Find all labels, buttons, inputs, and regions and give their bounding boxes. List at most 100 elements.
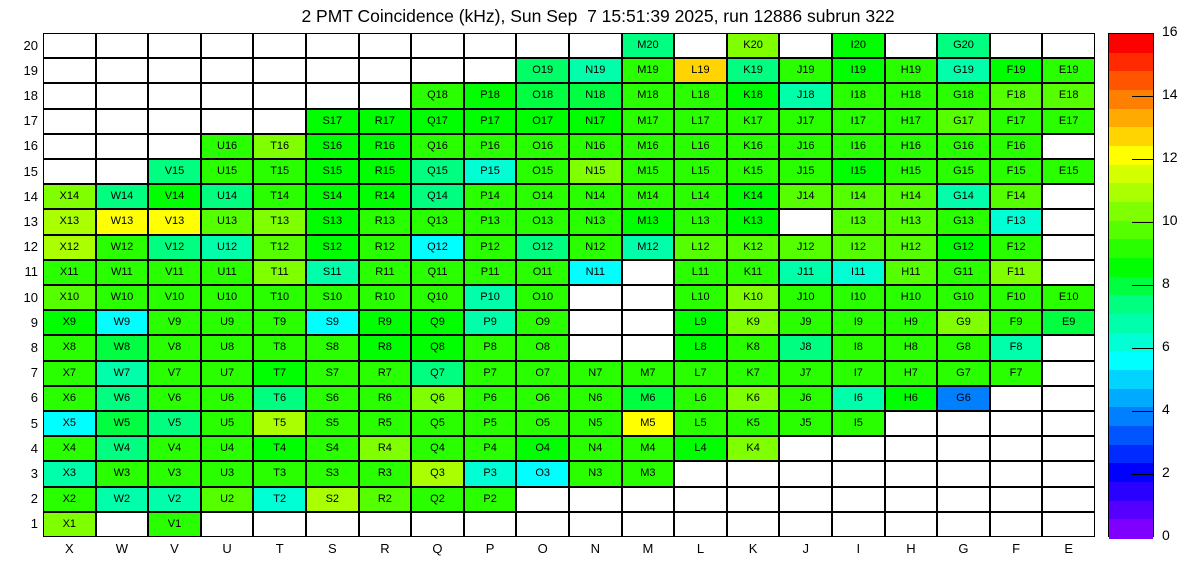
x-axis-tick-label: E [1064,541,1074,556]
colorbar-tick-label: 16 [1162,23,1178,39]
heatmap-cell: P3 [463,461,517,487]
heatmap-cell: E10 [1042,285,1095,311]
colorbar-segment [1109,108,1153,128]
heatmap-cell: M13 [621,209,675,235]
heatmap-cell: L17 [674,108,727,134]
heatmap-cell-empty [516,511,569,537]
colorbar-segment [1109,52,1153,72]
heatmap-cell-empty [253,58,306,84]
heatmap-cell: K11 [726,259,780,285]
heatmap-cell: W3 [95,461,149,487]
heatmap-cell: N7 [569,360,622,386]
heatmap-cell: W10 [95,285,149,311]
heatmap-cell: P12 [463,234,517,260]
heatmap-cell: X5 [43,411,96,437]
heatmap-cell: P7 [463,360,517,386]
heatmap-cell: E18 [1042,83,1095,109]
heatmap-cell: T10 [253,285,306,311]
heatmap-cell-empty [95,511,149,537]
heatmap-cell-empty [832,461,885,487]
heatmap-cell: S11 [306,259,359,285]
heatmap-cell-empty [253,511,306,537]
heatmap-cell: V3 [148,461,201,487]
colorbar-tick-label: 10 [1162,212,1178,228]
heatmap-cell: N11 [569,259,622,285]
heatmap-cell: F13 [989,209,1043,235]
colorbar-tick-label: 12 [1162,149,1178,165]
heatmap-cell-empty [1042,234,1095,260]
heatmap-cell: O17 [516,108,569,134]
heatmap-cell-empty [200,58,254,84]
heatmap-cell: S17 [306,108,359,134]
heatmap-cell: N12 [569,234,622,260]
heatmap-cell: O3 [516,461,569,487]
heatmap-cell: K13 [726,209,780,235]
heatmap-cell: F11 [989,259,1043,285]
colorbar-tick-label: 0 [1162,527,1170,543]
heatmap-cell-empty [200,108,254,134]
heatmap-cell-empty [516,486,569,512]
heatmap-cell-empty [148,83,201,109]
heatmap-cell-empty [674,511,727,537]
heatmap-cell: T5 [253,411,306,437]
heatmap-cell: N4 [569,436,622,462]
heatmap-cell: I12 [832,234,885,260]
heatmap-cell: F18 [989,83,1043,109]
heatmap-cell: J8 [779,335,832,361]
heatmap-cell-empty [989,436,1043,462]
heatmap-cell: R11 [358,259,412,285]
heatmap-cell: H16 [884,133,938,159]
heatmap-cell: T6 [253,385,306,411]
heatmap-cell: Q3 [411,461,464,487]
y-axis-tick-label: 9 [30,314,38,330]
heatmap-cell-empty [1042,209,1095,235]
heatmap-cell: S9 [306,310,359,336]
heatmap-cell: I5 [832,411,885,437]
heatmap-cell: N18 [569,83,622,109]
heatmap-cell: U8 [200,335,254,361]
heatmap-cell-empty [1042,184,1095,210]
colorbar-segment [1109,71,1153,91]
colorbar-segment [1109,146,1153,166]
heatmap-cell-empty [726,511,780,537]
heatmap-cell: L19 [674,58,727,84]
colorbar-segment [1109,239,1153,259]
heatmap-cell-empty [569,310,622,336]
heatmap-cell: Q12 [411,234,464,260]
heatmap-cell: N14 [569,184,622,210]
heatmap-cell: M19 [621,58,675,84]
heatmap-cell: K10 [726,285,780,311]
heatmap-cell-empty [621,310,675,336]
colorbar-segment [1109,388,1153,408]
heatmap-cell-empty [884,461,938,487]
heatmap-cell-empty [832,511,885,537]
heatmap-cell: L8 [674,335,727,361]
heatmap-cell-empty [832,486,885,512]
x-axis-tick-label: X [64,541,74,556]
heatmap-cell: G14 [937,184,990,210]
heatmap-cell: R2 [358,486,412,512]
heatmap-cell: I17 [832,108,885,134]
heatmap-cell: R14 [358,184,412,210]
heatmap-cell-empty [884,411,938,437]
x-axis-tick-label: F [1012,541,1021,556]
colorbar-segment [1109,295,1153,315]
heatmap-cell-empty [43,133,96,159]
x-axis-tick-label: Q [432,541,443,556]
heatmap-cell: R8 [358,335,412,361]
heatmap-cell: X4 [43,436,96,462]
heatmap-cell: L6 [674,385,727,411]
y-axis-tick-label: 11 [24,264,39,280]
heatmap-cell: Q15 [411,159,464,185]
heatmap-cell: Q6 [411,385,464,411]
colorbar-tick-label: 8 [1162,275,1170,291]
heatmap-cell: X11 [43,259,96,285]
heatmap-cell: P8 [463,335,517,361]
heatmap-cell: R17 [358,108,412,134]
x-axis-tick-label: U [222,541,232,556]
heatmap-cell-empty [726,486,780,512]
heatmap-cell: J7 [779,360,832,386]
colorbar-segment [1109,276,1153,296]
heatmap-cell-empty [937,436,990,462]
heatmap-cell: P17 [463,108,517,134]
